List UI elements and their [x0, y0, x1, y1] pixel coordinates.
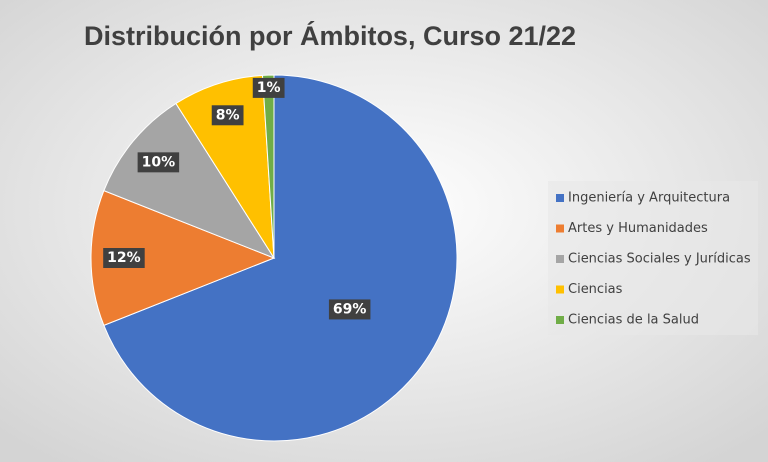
pie-slice [90, 189, 276, 327]
data-label: 10% [142, 154, 176, 170]
pie-slice [261, 74, 275, 259]
legend-marker [556, 194, 564, 202]
legend-label: Ciencias [568, 282, 623, 297]
data-label: 12% [107, 250, 141, 266]
legend-marker [556, 224, 564, 233]
data-label: 8% [216, 107, 240, 123]
pie-slice [175, 74, 275, 259]
legend [548, 181, 758, 335]
data-label-box [252, 77, 285, 98]
pie-slice [103, 74, 458, 442]
data-label: 1% [257, 80, 281, 96]
chart-title: Distribución por Ámbitos, Curso 21/22 [84, 20, 576, 51]
legend-label: Ciencias de la Salud [568, 313, 699, 328]
data-label-box [211, 105, 244, 126]
legend-label: Ciencias Sociales y Jurídicas [568, 252, 751, 267]
legend-label: Ingeniería y Arquitectura [568, 191, 730, 206]
legend-marker [556, 255, 564, 263]
pie-slice [103, 102, 276, 260]
legend-label: Artes y Humanidades [568, 221, 708, 236]
data-label: 69% [333, 301, 367, 317]
data-label-box [137, 152, 180, 173]
data-label-box [328, 299, 371, 320]
legend-marker [556, 285, 564, 294]
legend-marker [556, 316, 564, 324]
data-label-box [103, 248, 145, 268]
